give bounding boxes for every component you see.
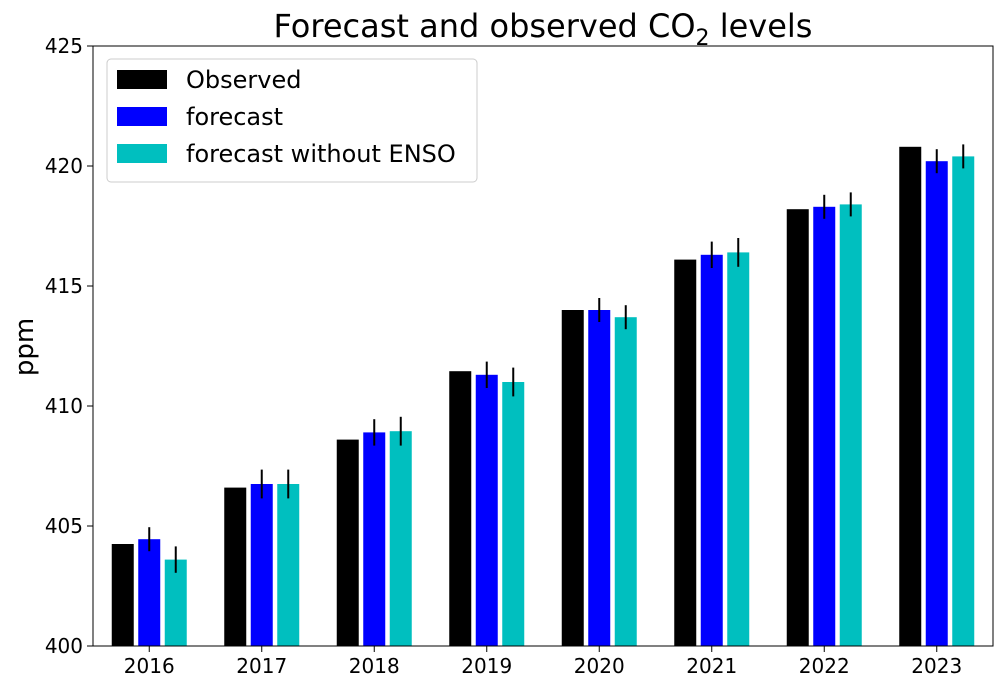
axes: 2016 2017 2018 2019 2020 2021 2022 2023 400 405 41…	[45, 34, 994, 678]
bar-forecast-without-enso-2016	[164, 559, 187, 646]
legend-swatch-forecast-without-enso	[117, 144, 167, 163]
y-tick-label-400: 400	[45, 634, 83, 658]
x-tick-label-2023: 2023	[911, 654, 962, 678]
bar-forecast-without-enso-2017	[277, 484, 300, 646]
error-bars-layer	[148, 144, 965, 573]
x-tick-label-2022: 2022	[799, 654, 850, 678]
bar-forecast-2016	[138, 539, 161, 646]
legend-label-forecast-without-enso: forecast without ENSO	[186, 140, 456, 168]
bar-observed-2016	[111, 544, 134, 646]
legend-label-observed: Observed	[186, 66, 301, 94]
bar-forecast-without-enso-2020	[614, 317, 637, 646]
legend-swatch-observed	[117, 70, 167, 89]
bar-forecast-2017	[250, 484, 273, 646]
bar-observed-2021	[674, 259, 697, 646]
bar-forecast-without-enso-2021	[727, 252, 750, 646]
legend: Observed forecast forecast without ENSO	[106, 58, 478, 183]
x-tick-label-2021: 2021	[686, 654, 737, 678]
y-tick-label-405: 405	[45, 514, 83, 538]
legend-swatch-forecast	[117, 107, 167, 126]
bar-forecast-without-enso-2023	[952, 156, 975, 646]
y-axis-label: ppm	[10, 318, 40, 376]
bars-layer	[111, 146, 975, 647]
bar-forecast-2019	[475, 374, 498, 646]
bar-observed-2019	[449, 371, 472, 646]
chart-title-subscript: 2	[696, 26, 710, 51]
y-tick-label-425: 425	[45, 34, 83, 58]
x-tick-label-2019: 2019	[461, 654, 512, 678]
chart-title: Forecast and observed CO2 levels	[274, 7, 813, 51]
y-tick-label-410: 410	[45, 394, 83, 418]
bar-observed-2017	[224, 487, 247, 646]
bar-forecast-2020	[588, 310, 611, 646]
bar-forecast-2021	[700, 254, 723, 647]
x-tick-label-2018: 2018	[349, 654, 400, 678]
plot-frame	[92, 45, 994, 647]
legend-box	[106, 58, 478, 183]
bar-forecast-2018	[363, 432, 386, 646]
y-tick-label-415: 415	[45, 274, 83, 298]
x-tick-label-2017: 2017	[236, 654, 287, 678]
bar-forecast-without-enso-2018	[389, 431, 412, 646]
bar-forecast-2022	[813, 206, 836, 647]
bar-forecast-without-enso-2019	[502, 382, 525, 646]
legend-label-forecast: forecast	[186, 103, 283, 131]
bar-observed-2023	[899, 146, 922, 647]
bar-observed-2020	[561, 310, 584, 646]
y-tick-label-420: 420	[45, 154, 83, 178]
x-tick-label-2020: 2020	[574, 654, 625, 678]
bar-forecast-2023	[925, 161, 948, 646]
x-tick-label-2016: 2016	[124, 654, 175, 678]
bar-observed-2022	[786, 209, 809, 646]
bar-observed-2018	[336, 439, 359, 646]
bar-forecast-without-enso-2022	[839, 204, 862, 646]
